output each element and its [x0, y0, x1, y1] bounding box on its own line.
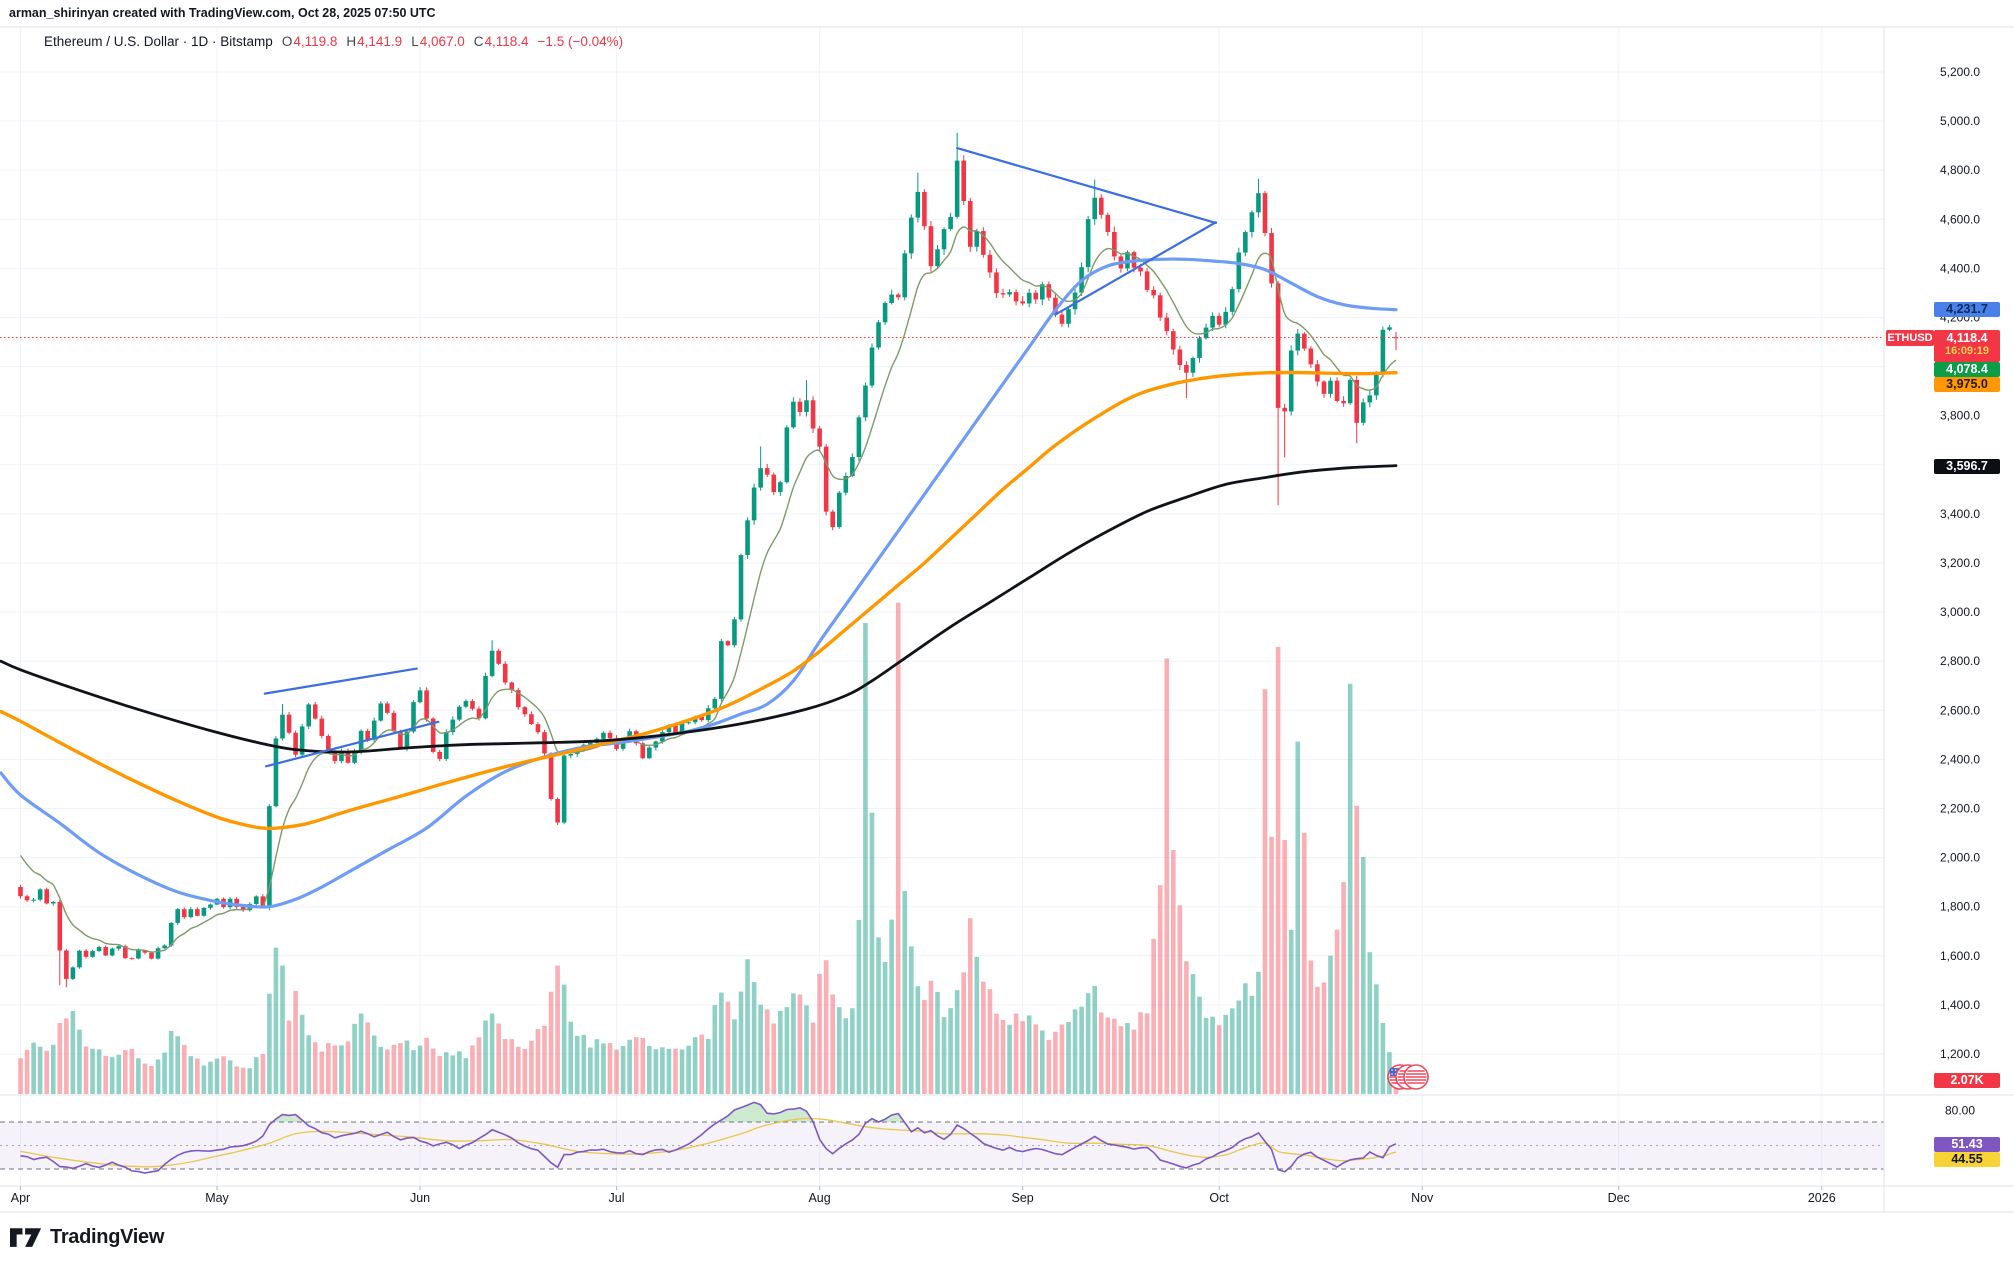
moving-averages	[0, 226, 1398, 953]
svg-text:2,200.0: 2,200.0	[1940, 802, 1980, 816]
svg-text:Apr: Apr	[11, 1191, 30, 1205]
svg-text:1,800.0: 1,800.0	[1940, 900, 1980, 914]
svg-text:1,400.0: 1,400.0	[1940, 998, 1980, 1012]
ohlc-low: L 4,067.0	[411, 34, 465, 49]
chart-legend: Ethereum / U.S. Dollar · 1D · Bitstamp O…	[44, 34, 623, 49]
svg-text:2,600.0: 2,600.0	[1940, 703, 1980, 717]
ma-blue-line	[0, 257, 1398, 909]
svg-text:3,800.0: 3,800.0	[1940, 409, 1980, 423]
svg-text:Nov: Nov	[1411, 1191, 1434, 1205]
svg-text:Aug: Aug	[808, 1191, 830, 1205]
candles-layer	[18, 132, 1399, 988]
svg-text:Jun: Jun	[410, 1191, 430, 1205]
change-value: −1.5 (−0.04%)	[537, 34, 624, 49]
rsi-indicator	[20, 1101, 1397, 1174]
tradingview-logo-icon	[10, 1227, 42, 1247]
tradingview-logo[interactable]: TradingView	[10, 1226, 164, 1249]
volume-bars	[18, 602, 1399, 1094]
svg-text:Sep: Sep	[1012, 1191, 1034, 1205]
rsi-line	[20, 1101, 1397, 1174]
svg-text:1,200.0: 1,200.0	[1940, 1047, 1980, 1061]
svg-text:2,000.0: 2,000.0	[1940, 851, 1980, 865]
svg-text:4,800.0: 4,800.0	[1940, 163, 1980, 177]
svg-text:3,000.0: 3,000.0	[1940, 605, 1980, 619]
tradingview-logo-text: TradingView	[50, 1226, 165, 1248]
svg-text:5,200.0: 5,200.0	[1940, 65, 1980, 79]
svg-text:Dec: Dec	[1608, 1191, 1630, 1205]
trendlines[interactable]	[263, 147, 1217, 768]
svg-text:Oct: Oct	[1209, 1191, 1229, 1205]
svg-text:May: May	[205, 1191, 229, 1205]
svg-text:3,400.0: 3,400.0	[1940, 507, 1980, 521]
rsi-scale-80: 80.00	[1945, 1103, 1975, 1117]
ohlc-close: C 4,118.4	[473, 34, 529, 49]
rsi-ma-line	[20, 1117, 1397, 1168]
ema9-line	[19, 226, 1397, 953]
symbol-title: Ethereum / U.S. Dollar · 1D · Bitstamp	[44, 34, 273, 49]
svg-text:Jul: Jul	[609, 1191, 625, 1205]
svg-text:4,000.0: 4,000.0	[1940, 360, 1980, 374]
symbol-pair-flag-icon	[1387, 1064, 1429, 1090]
svg-text:4,200.0: 4,200.0	[1940, 311, 1980, 325]
pane-borders	[0, 26, 2014, 1213]
ohlc-high: H 4,141.9	[346, 34, 403, 49]
ma-black-line	[0, 464, 1398, 754]
price-axis-labels[interactable]: 5,200.0 5,000.0 4,800.0 4,600.0 4,400.0 4,200…	[1940, 65, 1980, 1117]
svg-text:1,600.0: 1,600.0	[1940, 949, 1980, 963]
svg-text:2,800.0: 2,800.0	[1940, 654, 1980, 668]
svg-text:3,600.0: 3,600.0	[1940, 458, 1980, 472]
svg-text:3,200.0: 3,200.0	[1940, 556, 1980, 570]
ma-orange-line	[0, 370, 1398, 831]
svg-text:5,000.0: 5,000.0	[1940, 114, 1980, 128]
ohlc-open: O 4,119.8	[281, 34, 338, 49]
svg-text:2026: 2026	[1808, 1191, 1836, 1205]
attribution-text: arman_shirinyan created with TradingView…	[9, 6, 436, 20]
time-axis-labels[interactable]: Apr May Jun Jul Aug Sep Oct Nov Dec 2026	[11, 1186, 1836, 1205]
svg-text:4,600.0: 4,600.0	[1940, 212, 1980, 226]
svg-text:2,400.0: 2,400.0	[1940, 752, 1980, 766]
svg-text:4,400.0: 4,400.0	[1940, 261, 1980, 275]
gridlines	[0, 28, 1884, 1186]
rsi-pane-background	[0, 1121, 1884, 1170]
